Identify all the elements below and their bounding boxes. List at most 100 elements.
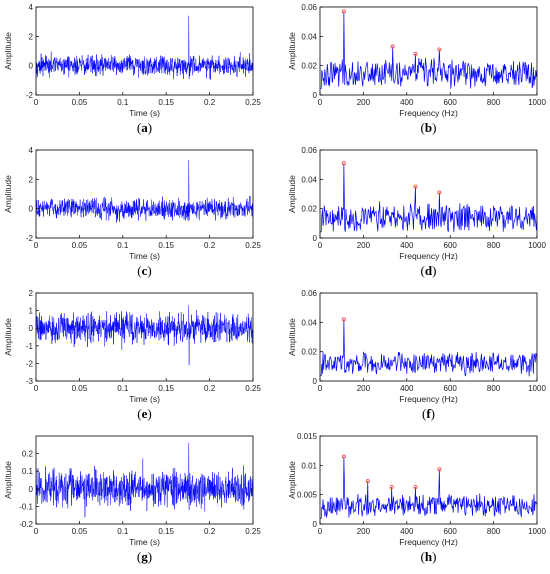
y-tick-label-c-2: 2 [29, 175, 34, 184]
y-tick-label-h-1: 0.005 [297, 491, 318, 500]
x-tick-label-g-4: 0.2 [204, 527, 216, 536]
panel-label-h: (h) [421, 549, 437, 564]
plot-frame-g [35, 435, 254, 525]
plot-frame-b [319, 6, 538, 96]
x-tick-label-d-0: 0 [318, 241, 323, 250]
x-axis-label-d: Frequency (Hz) [399, 251, 458, 261]
x-tick-label-c-1: 0.05 [72, 241, 88, 250]
panel-label-b: (b) [421, 120, 437, 135]
plot-frame-c [35, 149, 254, 239]
panel-letter-h: h [425, 549, 433, 564]
x-tick-label-f-1: 200 [357, 384, 371, 393]
y-tick-label-b-2: 0.04 [301, 32, 317, 41]
x-tick-label-b-1: 200 [357, 98, 371, 107]
y-tick-label-c-3: 4 [29, 146, 34, 155]
peak-marker-d-1 [413, 184, 418, 189]
plot-frame-h [319, 435, 538, 525]
x-tick-label-e-1: 0.05 [72, 384, 88, 393]
y-tick-label-a-0: -2 [26, 91, 34, 100]
peak-marker-b-0 [341, 9, 346, 14]
x-tick-label-d-5: 1000 [528, 241, 546, 250]
panel-label-a: (a) [137, 120, 152, 135]
x-axis-label-e: Time (s) [129, 394, 160, 404]
x-tick-label-g-2: 0.1 [117, 527, 129, 536]
y-tick-label-f-2: 0.04 [301, 318, 317, 327]
x-tick-label-h-1: 200 [357, 527, 371, 536]
x-tick-label-h-4: 800 [487, 527, 501, 536]
y-tick-label-c-0: -2 [26, 234, 34, 243]
panel-label-c: (c) [137, 263, 151, 278]
series-line-d [320, 163, 537, 233]
y-tick-label-f-3: 0.06 [301, 289, 317, 298]
x-tick-label-c-4: 0.2 [204, 241, 216, 250]
x-tick-label-c-3: 0.15 [158, 241, 174, 250]
x-tick-label-f-3: 600 [444, 384, 458, 393]
peak-marker-h-2 [389, 484, 394, 490]
panel-letter-g: g [141, 549, 148, 564]
y-tick-label-d-1: 0.02 [301, 205, 317, 214]
x-tick-label-c-2: 0.1 [117, 241, 129, 250]
x-tick-label-c-5: 0.25 [245, 241, 261, 250]
x-axis-label-f: Frequency (Hz) [399, 394, 458, 404]
y-axis-label-d: Amplitude [287, 175, 297, 213]
peak-marker-h-0 [341, 454, 346, 459]
x-tick-label-g-3: 0.15 [158, 527, 174, 536]
peak-marker-b-2 [413, 51, 418, 56]
y-tick-label-g-1: -0.1 [19, 502, 33, 511]
y-tick-label-b-1: 0.02 [301, 62, 317, 71]
y-tick-label-g-4: 0.2 [22, 450, 34, 459]
x-tick-label-d-3: 600 [444, 241, 458, 250]
x-tick-label-e-5: 0.25 [245, 384, 261, 393]
panel-label-g: (g) [137, 549, 152, 564]
x-tick-label-a-5: 0.25 [245, 98, 261, 107]
y-tick-label-e-5: 2 [29, 289, 34, 298]
peak-marker-f-0 [341, 317, 346, 322]
peak-marker-b-3 [437, 47, 442, 52]
x-tick-label-a-0: 0 [34, 98, 39, 107]
x-tick-label-f-5: 1000 [528, 384, 546, 393]
x-tick-label-a-4: 0.2 [204, 98, 216, 107]
panel-letter-c: c [142, 263, 148, 278]
x-tick-label-h-0: 0 [318, 527, 323, 536]
series-line-b [320, 11, 537, 89]
x-tick-label-a-1: 0.05 [72, 98, 88, 107]
x-tick-label-e-4: 0.2 [204, 384, 216, 393]
y-tick-label-a-1: 0 [29, 62, 34, 71]
y-tick-label-e-0: -3 [26, 377, 34, 386]
x-axis-label-h: Frequency (Hz) [399, 537, 458, 547]
series-line-g [36, 443, 253, 518]
peak-marker-h-4 [437, 467, 442, 472]
x-tick-label-d-4: 800 [487, 241, 501, 250]
x-tick-label-e-3: 0.15 [158, 384, 174, 393]
y-tick-label-g-3: 0.1 [22, 467, 34, 476]
x-tick-label-h-5: 1000 [528, 527, 546, 536]
y-tick-label-f-0: 0 [313, 377, 318, 386]
plot-frame-a [35, 6, 254, 96]
panel-letter-f: f [426, 406, 431, 421]
x-axis-label-g: Time (s) [129, 537, 160, 547]
peak-marker-d-2 [437, 190, 442, 195]
y-tick-label-g-0: -0.2 [19, 520, 33, 529]
plot-frame-f [319, 292, 538, 382]
y-axis-label-h: Amplitude [287, 461, 297, 499]
x-axis-label-c: Time (s) [129, 251, 160, 261]
peak-marker-h-1 [365, 479, 370, 484]
series-line-f [320, 319, 537, 377]
x-tick-label-b-0: 0 [318, 98, 323, 107]
series-line-h [320, 456, 537, 519]
y-tick-label-h-2: 0.01 [301, 461, 317, 470]
x-tick-label-h-3: 600 [444, 527, 458, 536]
x-tick-label-f-0: 0 [318, 384, 323, 393]
panel-d: 0 200 400 600 800 1000 0 0.02 0.04 0.06 Frequency … [287, 146, 546, 278]
panel-label-d: (d) [421, 263, 437, 278]
peak-marker-d-0 [341, 161, 346, 166]
y-tick-label-b-3: 0.06 [301, 3, 317, 12]
panel-letter-a: a [141, 120, 148, 135]
panel-e: 0 0.05 0.1 0.15 0.2 0.25 -3 -2 -1 0 1 2 Time (s) Ampl… [3, 289, 261, 421]
x-tick-label-b-2: 400 [400, 98, 414, 107]
y-axis-label-b: Amplitude [287, 32, 297, 70]
y-tick-label-e-4: 1 [29, 307, 34, 316]
panel-b: 0 200 400 600 800 1000 0 0.02 0.04 0.06 Frequency … [287, 3, 546, 135]
